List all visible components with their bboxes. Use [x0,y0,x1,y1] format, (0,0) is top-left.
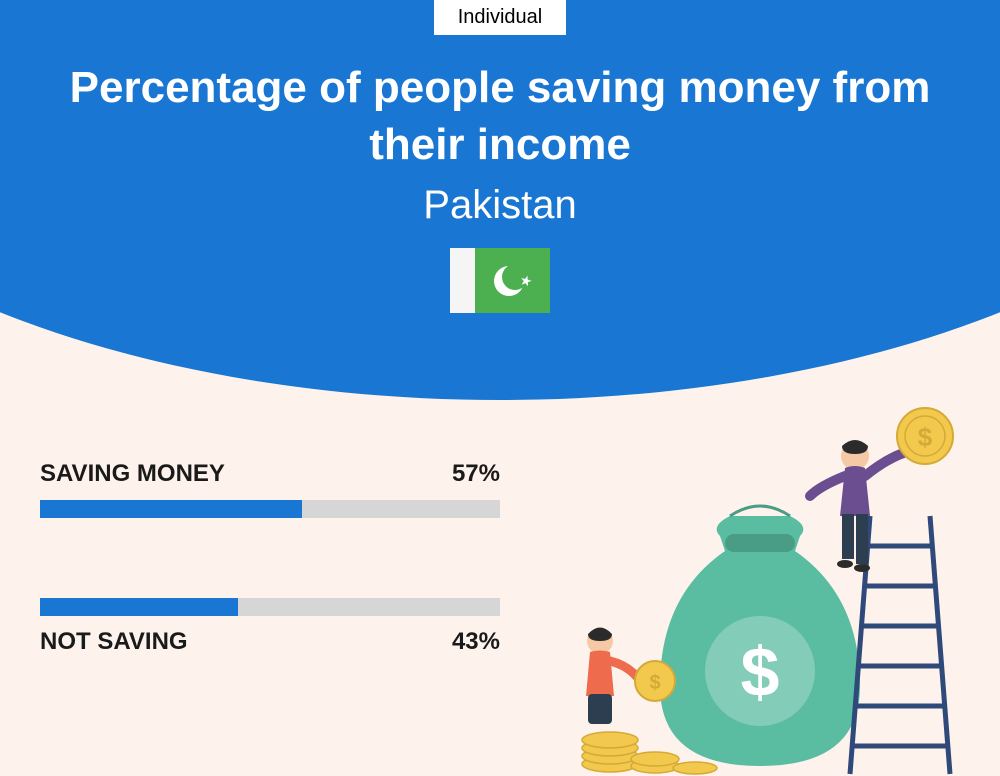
bar-saving-money: SAVING MONEY 57% [40,460,500,518]
bar-track [40,598,500,616]
bars-chart-section: SAVING MONEY 57% NOT SAVING 43% [40,460,500,736]
money-bag-icon: $ [660,506,860,766]
bar-not-saving: NOT SAVING 43% [40,598,500,656]
category-badge: Individual [434,0,567,35]
flag-green-field: ★ [475,248,550,313]
bar-label: NOT SAVING [40,628,188,656]
money-saving-illustration: $ $ [560,396,960,776]
pakistan-flag-icon: ★ [450,248,550,313]
bar-value: 43% [452,628,500,656]
svg-text:$: $ [918,422,933,452]
bar-fill [40,500,302,518]
person-right-icon [810,440,924,572]
bar-header: NOT SAVING 43% [40,628,500,656]
header-content: Individual Percentage of people saving m… [0,0,1000,313]
svg-text:$: $ [741,633,780,711]
bar-header: SAVING MONEY 57% [40,460,500,488]
bar-fill [40,598,238,616]
flag-white-stripe [450,248,475,313]
flag-star-icon: ★ [518,271,535,291]
coin-held-icon: $ [635,661,675,701]
country-name: Pakistan [0,183,1000,228]
bar-track [40,500,500,518]
coin-top-right-icon: $ [897,408,953,464]
bar-value: 57% [452,460,500,488]
main-title: Percentage of people saving money from t… [0,59,1000,173]
bar-label: SAVING MONEY [40,460,225,488]
svg-text:$: $ [649,672,660,694]
